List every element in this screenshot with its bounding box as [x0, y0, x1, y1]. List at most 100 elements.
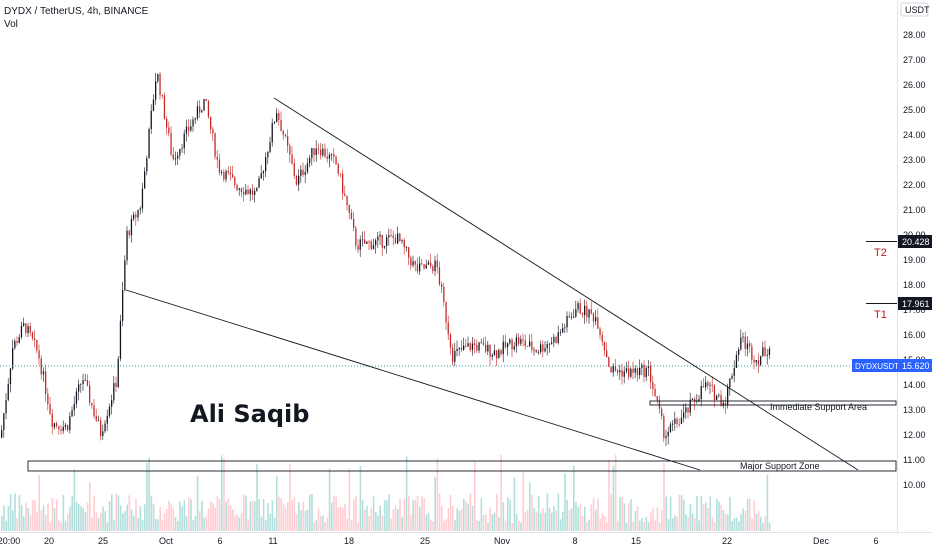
candle-body: [482, 342, 485, 345]
volume-bar: [117, 495, 120, 531]
volume-bar: [67, 513, 69, 531]
candle-body: [718, 395, 720, 396]
candle-body: [278, 113, 280, 120]
time-tick-label: 6: [217, 536, 222, 546]
volume-bar: [731, 521, 733, 531]
volume-bar: [665, 496, 667, 531]
volume-bar: [423, 498, 425, 531]
volume-bar: [304, 510, 307, 531]
candle-body: [119, 320, 122, 359]
volume-bar: [232, 508, 234, 531]
candle-body: [31, 332, 34, 339]
volume-bar: [441, 506, 443, 531]
volume-bar: [722, 509, 725, 531]
candle-body: [82, 380, 84, 384]
volume-bar: [23, 516, 25, 531]
candle-body: [500, 350, 502, 355]
volume-bar: [412, 499, 414, 531]
candle-body: [69, 416, 71, 431]
volume-bar: [322, 515, 324, 531]
volume-bar: [724, 513, 727, 531]
volume-bar: [212, 503, 214, 531]
candle-body: [210, 116, 212, 130]
volume-bar: [410, 515, 412, 531]
candle-body: [669, 424, 672, 433]
volume-bar: [284, 507, 287, 531]
candle-body: [606, 350, 608, 358]
candle-body: [647, 365, 650, 368]
candle-body: [146, 158, 148, 172]
volume-bar: [141, 520, 144, 531]
candle-body: [311, 148, 313, 159]
volume-bar: [170, 504, 172, 531]
candle-body: [634, 368, 636, 373]
candle-body: [590, 309, 592, 314]
candle-body: [535, 349, 537, 353]
volume-bar: [489, 507, 491, 531]
currency-badge[interactable]: [900, 2, 929, 17]
candle-body: [243, 192, 245, 195]
immediate-support-box[interactable]: [649, 400, 897, 406]
candle-body: [524, 340, 526, 347]
volume-bar: [467, 503, 469, 531]
volume-bar: [126, 504, 128, 531]
candle-body: [1, 430, 3, 438]
candle-body: [683, 412, 685, 418]
candle-body: [436, 260, 438, 268]
volume-label: Vol: [4, 19, 18, 30]
candle-body: [702, 386, 705, 388]
volume-bar: [179, 501, 181, 531]
candle-body: [760, 356, 762, 365]
price-tick-label: 24.00: [903, 130, 926, 140]
candle-body: [29, 326, 31, 333]
candle-body: [469, 343, 471, 351]
volume-bar: [654, 520, 656, 531]
volume-bar: [328, 468, 331, 531]
candle-body: [335, 156, 337, 165]
time-axis[interactable]: 20:00 20 25 Oct 6 11 18 25 Nov 8 15 22 Dec 6: [0, 536, 879, 546]
volume-bar: [14, 493, 16, 531]
volume-bar: [694, 518, 696, 531]
volume-bar: [652, 508, 654, 531]
candle-body: [234, 177, 236, 185]
candle-body: [36, 339, 38, 351]
candle-body: [460, 347, 463, 350]
candle-body: [326, 156, 328, 159]
time-tick-label: Oct: [159, 536, 174, 546]
lower-trendline[interactable]: [125, 289, 701, 471]
candle-body: [742, 336, 744, 338]
candle-body: [445, 301, 447, 323]
candle-body: [678, 423, 680, 425]
volume-bar: [229, 505, 232, 531]
volume-bar: [663, 462, 665, 531]
candle-body: [357, 245, 359, 250]
volume-bar: [588, 519, 590, 531]
candle-body: [463, 345, 465, 350]
candle-body: [496, 350, 498, 359]
volume-bar: [667, 519, 670, 531]
volume-bar: [12, 510, 14, 531]
volume-bar: [392, 509, 395, 531]
volume-bar: [225, 501, 227, 531]
time-tick-label: 25: [98, 536, 108, 546]
volume-bar: [599, 518, 601, 531]
candle-body: [163, 95, 166, 119]
candle-body: [441, 284, 443, 287]
candle-body: [434, 260, 436, 272]
last-price-tag: [898, 359, 932, 372]
major-support-box[interactable]: [27, 460, 897, 472]
candle-body: [764, 347, 766, 356]
volume-bar: [511, 522, 513, 531]
upper-trendline[interactable]: [273, 97, 859, 471]
volume-bar: [320, 515, 322, 531]
candle-body: [225, 171, 227, 180]
price-tick-label: 22.00: [903, 180, 926, 190]
candle-body: [597, 317, 599, 329]
candle-body: [95, 416, 97, 421]
candle-body: [388, 235, 390, 238]
candle-body: [196, 106, 199, 119]
volume-bar: [760, 516, 762, 531]
volume-bar: [111, 494, 113, 531]
candle-body: [399, 233, 401, 242]
